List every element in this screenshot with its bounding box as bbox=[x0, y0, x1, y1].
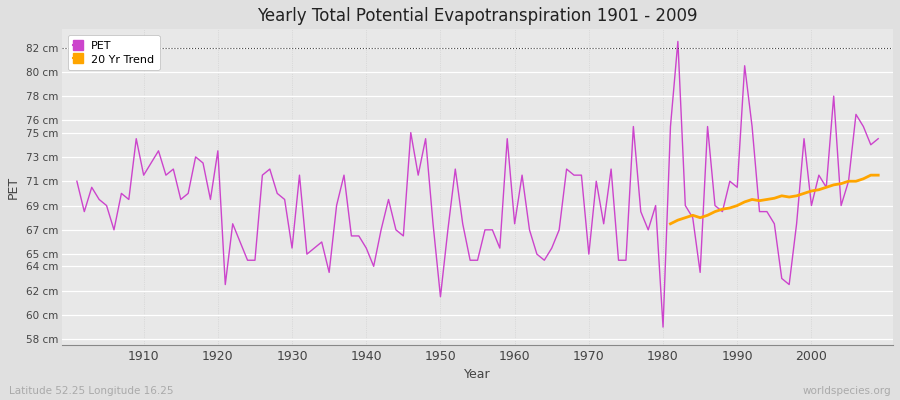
Text: Latitude 52.25 Longitude 16.25: Latitude 52.25 Longitude 16.25 bbox=[9, 386, 174, 396]
X-axis label: Year: Year bbox=[464, 368, 491, 381]
Text: worldspecies.org: worldspecies.org bbox=[803, 386, 891, 396]
Legend: PET, 20 Yr Trend: PET, 20 Yr Trend bbox=[68, 35, 159, 70]
Title: Yearly Total Potential Evapotranspiration 1901 - 2009: Yearly Total Potential Evapotranspiratio… bbox=[257, 7, 698, 25]
Y-axis label: PET: PET bbox=[7, 176, 20, 199]
